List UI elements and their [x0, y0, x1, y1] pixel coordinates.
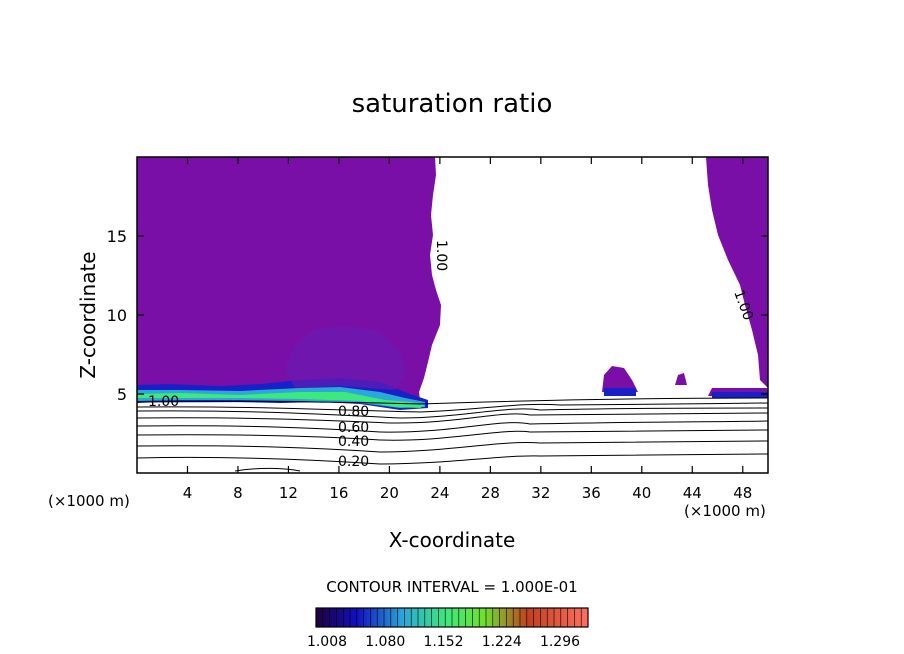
- small-cell-1-base: [604, 388, 636, 396]
- x-axis-label: X-coordinate: [389, 528, 516, 552]
- contour-label: 0.20: [338, 454, 369, 470]
- x-tick-label: 24: [430, 484, 449, 502]
- x-tick-label: 40: [632, 484, 651, 502]
- colorbar-label: 1.296: [540, 634, 580, 650]
- colorbar-label: 1.224: [482, 634, 522, 650]
- contour-label: 0.60: [338, 420, 369, 436]
- x-tick-label: 16: [329, 484, 348, 502]
- colorbar-labels: 1.008 1.080 1.152 1.224 1.296: [307, 634, 580, 650]
- colorbar-label: 1.152: [423, 634, 463, 650]
- contour-label: 0.80: [338, 404, 369, 420]
- plume-region: [285, 325, 405, 390]
- y-axis: 5 10 15: [107, 227, 768, 404]
- x-tick-label: 8: [233, 484, 243, 502]
- colorbar-label: 1.008: [307, 634, 347, 650]
- contour-label: 1.00: [433, 240, 449, 271]
- contour-lines: [136, 397, 769, 472]
- x-tick-label: 36: [582, 484, 601, 502]
- y-axis-label: Z-coordinate: [76, 251, 100, 378]
- colorbar-divisions: [322, 608, 582, 627]
- x-tick-label: 28: [481, 484, 500, 502]
- colorbar-label: 1.080: [365, 634, 405, 650]
- x-axis: 4 8 12 16 20 24 28 32 36 40 44 48: [183, 157, 752, 502]
- contour-interval-text: CONTOUR INTERVAL = 1.000E-01: [326, 578, 577, 596]
- chart-title: saturation ratio: [352, 89, 553, 119]
- x-tick-label: 12: [279, 484, 298, 502]
- contour-label: 0.40: [338, 434, 369, 450]
- contour-label-group: 1.00 0.80 0.60 0.40 0.20 1.00 1.00: [148, 240, 756, 470]
- small-cell-1: [602, 366, 638, 392]
- x-axis-unit-left: (×1000 m): [48, 492, 130, 510]
- x-tick-label: 4: [183, 484, 193, 502]
- x-tick-label: 44: [683, 484, 702, 502]
- small-cell-3-base: [712, 392, 768, 398]
- small-cell-2: [675, 373, 687, 385]
- contour-label: 1.00: [148, 394, 179, 410]
- colorbar-frame: [315, 607, 589, 628]
- x-tick-label: 48: [733, 484, 752, 502]
- y-tick-label: 10: [107, 306, 127, 325]
- x-tick-label: 32: [531, 484, 550, 502]
- y-tick-label: 5: [117, 385, 127, 404]
- supersaturation-band-green: [137, 392, 425, 408]
- y-tick-label: 15: [107, 227, 127, 246]
- supersaturation-region-right: [706, 157, 768, 388]
- x-axis-unit-right: (×1000 m): [684, 502, 766, 520]
- x-tick-label: 20: [380, 484, 399, 502]
